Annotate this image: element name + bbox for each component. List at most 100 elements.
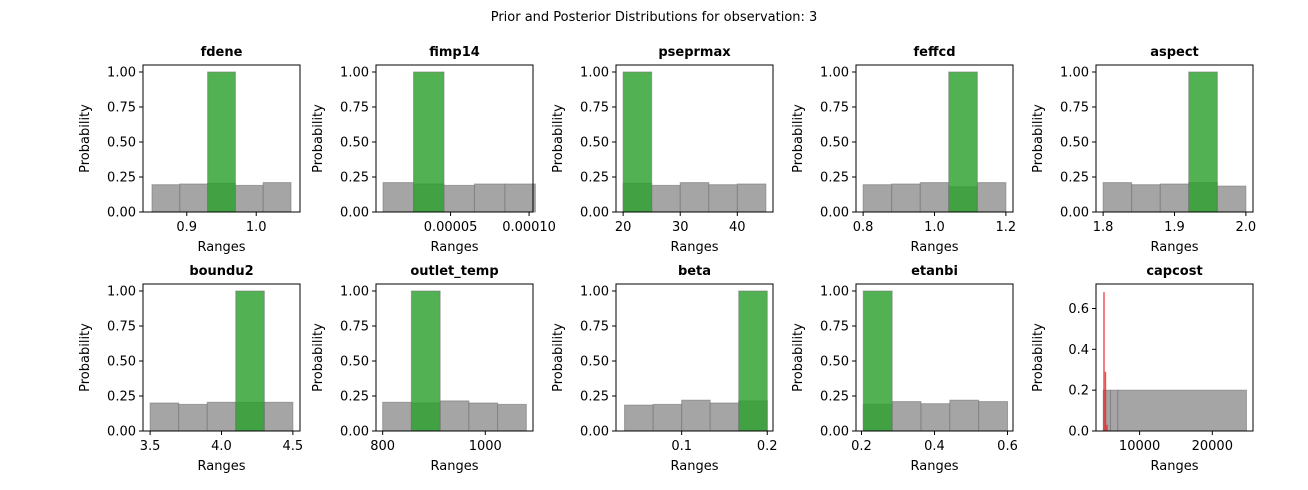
prior-bar [179,183,209,213]
y-tick-label: 0.50 [107,355,136,370]
y-tick-label: 0.75 [580,320,609,335]
y-tick-label: 0.00 [580,425,609,440]
axes-frame [375,283,534,432]
posterior-bar [235,290,265,432]
prior-bar [1131,184,1161,213]
x-axis-label: Ranges [671,459,719,474]
y-tick-label: 0.75 [107,320,136,335]
posterior-bar [1103,292,1105,431]
prior-bar [1117,389,1247,432]
subplot-grid: 0.00 0.25 0.50 0.75 1.00 0.9 1.0 fdene Ranges Pro… [78,45,1256,474]
x-tick-label: 0.4 [924,439,945,454]
y-tick-label: 0.50 [1060,136,1089,151]
y-tick-label: 0.50 [580,355,609,370]
subplot-title: fdene [201,45,243,60]
x-axis-label: Ranges [911,240,959,255]
subplot-beta: 0.00 0.25 0.50 0.75 1.00 0.1 0.2 beta Ranges Prob… [551,264,778,474]
posterior-bar [410,290,441,432]
y-tick-label: 0.50 [820,136,849,151]
subplot-title: feffcd [913,45,955,60]
prior-bar [862,184,893,213]
prior-bar [443,184,475,213]
y-tick-label: 0.00 [340,206,369,221]
prior-bar [652,403,683,432]
x-tick-label: 1000 [469,439,502,454]
prior-bar [736,183,767,213]
subplot-fdene: 0.00 0.25 0.50 0.75 1.00 0.9 1.0 fdene Ranges Pro… [78,45,301,255]
y-axis-label: Probability [311,104,326,173]
prior-bar [151,184,181,213]
x-axis-label: Ranges [1151,459,1199,474]
x-tick-label: 10000 [1119,439,1160,454]
subplot-feffcd: 0.00 0.25 0.50 0.75 1.00 0.8 1.0 1.2 feffcd Range… [791,45,1016,255]
prior-bar [1159,183,1190,213]
x-tick-label: 1.0 [924,220,945,235]
x-tick-label: 1.2 [996,220,1017,235]
posterior-bar [413,71,445,213]
posterior-bar [738,290,768,432]
x-tick-label: 0.00005 [424,220,478,235]
y-tick-label: 0.00 [107,425,136,440]
prior-bar [263,401,294,432]
prior-bar [679,182,710,213]
prior-bar [978,401,1009,432]
prior-bar [891,401,922,432]
y-axis-label: Probability [1031,104,1046,173]
subplot-pseprmax: 0.00 0.25 0.50 0.75 1.00 20 30 40 pseprmax Ranges… [551,45,774,255]
subplot-title: beta [678,264,711,279]
y-tick-label: 1.00 [107,66,136,81]
prior-bar [681,399,711,432]
y-tick-label: 0.0 [1068,425,1089,440]
y-axis-label: Probability [551,323,566,392]
subplot-title: outlet_temp [410,264,498,279]
prior-bar [920,403,951,432]
y-tick-label: 0.50 [107,136,136,151]
y-tick-label: 1.00 [340,285,369,300]
x-tick-label: 1.9 [1164,220,1185,235]
axes-frame [375,64,534,213]
y-axis-label: Probability [78,323,93,392]
prior-bar [976,182,1007,213]
x-tick-label: 0.00010 [502,220,556,235]
posterior-bar [622,71,653,213]
posterior-bar [1188,71,1218,213]
y-tick-label: 0.25 [107,390,136,405]
posterior-bar [207,71,236,213]
y-axis-label: Probability [1031,323,1046,392]
subplot-title: fimp14 [429,45,480,60]
y-tick-label: 0.00 [107,206,136,221]
y-axis-label: Probability [791,104,806,173]
y-tick-label: 1.00 [820,285,849,300]
subplot-title: boundu2 [189,264,253,279]
y-tick-label: 0.25 [340,390,369,405]
x-axis-label: Ranges [198,459,246,474]
y-tick-label: 0.75 [340,101,369,116]
subplot-etanbi: 0.00 0.25 0.50 0.75 1.00 0.2 0.4 0.6 etanbi Range… [791,264,1018,474]
axes-frame [615,283,774,432]
x-tick-label: 0.2 [851,439,872,454]
prior-bar [1216,185,1247,213]
y-tick-label: 0.00 [340,425,369,440]
y-tick-label: 0.50 [340,355,369,370]
x-tick-label: 0.8 [853,220,874,235]
prior-bar [473,183,506,213]
x-tick-label: 4.0 [211,439,232,454]
prior-bar [382,401,412,432]
y-axis-label: Probability [311,323,326,392]
x-tick-label: 1.8 [1093,220,1114,235]
y-tick-label: 1.00 [580,285,609,300]
prior-bar [206,401,237,432]
prior-bar [234,184,264,213]
subplot-title: pseprmax [658,45,731,60]
posterior-bar [862,290,893,432]
x-tick-label: 0.2 [757,439,778,454]
x-axis-label: Ranges [911,459,959,474]
y-tick-label: 0.00 [820,206,849,221]
x-tick-label: 4.5 [283,439,304,454]
prior-bar [262,182,292,213]
prior-bar [178,403,208,432]
prior-bar [439,400,470,432]
y-tick-label: 1.00 [1060,66,1089,81]
prior-bar [891,183,921,213]
